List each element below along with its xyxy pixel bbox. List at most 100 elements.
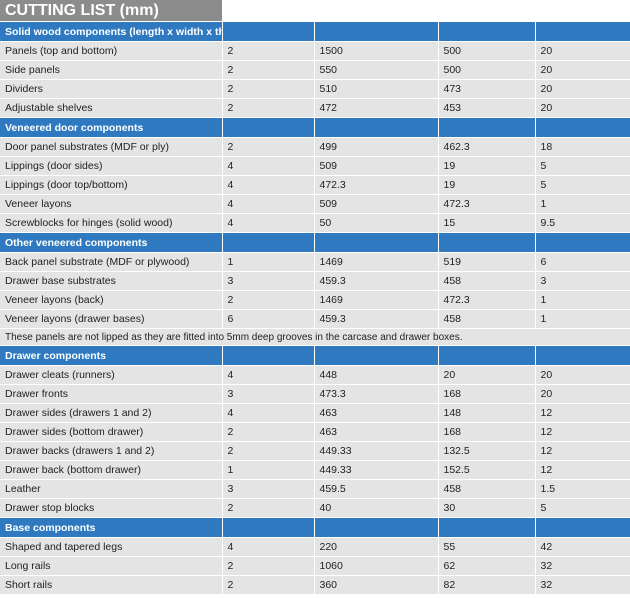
width-cell: 500 [438,60,536,80]
table-row: Panels (top and bottom) 2 1500 500 20 [0,41,630,61]
length-cell: 472 [314,98,439,118]
section-header-blank [535,117,630,138]
component-cell: Drawer base substrates [0,271,223,291]
quantity-cell: 4 [222,403,315,423]
section-header: Solid wood components (length x width x … [0,22,223,42]
component-cell: Lippings (door top/bottom) [0,175,223,195]
section-header-row: Veneered door components [0,117,630,138]
quantity-cell: 2 [222,137,315,157]
thickness-cell: 1 [535,194,630,214]
thickness-cell: 20 [535,365,630,385]
table-row: Drawer base substrates 3 459.3 458 3 [0,271,630,291]
length-cell: 40 [314,498,439,518]
width-cell: 152.5 [438,460,536,480]
thickness-cell: 20 [535,98,630,118]
width-cell: 168 [438,384,536,404]
quantity-cell: 3 [222,384,315,404]
thickness-cell: 20 [535,79,630,99]
section-header-blank [438,345,536,366]
quantity-cell: 2 [222,60,315,80]
section-header-blank [222,517,315,538]
component-cell: Door panel substrates (MDF or ply) [0,137,223,157]
thickness-cell: 1 [535,290,630,310]
section-header-blank [314,517,439,538]
component-cell: Lippings (door sides) [0,156,223,176]
quantity-cell: 4 [222,537,315,557]
quantity-cell: 2 [222,41,315,61]
component-cell: Drawer stop blocks [0,498,223,518]
section-header: Drawer components [0,345,223,366]
thickness-cell: 5 [535,498,630,518]
section-header-blank [222,232,315,253]
thickness-cell: 5 [535,175,630,195]
width-cell: 500 [438,41,536,61]
width-cell: 15 [438,213,536,233]
length-cell: 463 [314,422,439,442]
component-cell: Veneer layons (back) [0,290,223,310]
thickness-cell: 32 [535,575,630,595]
section-header-blank [535,22,630,42]
width-cell: 462.3 [438,137,536,157]
section-header-blank [438,232,536,253]
length-cell: 459.3 [314,271,439,291]
width-cell: 473 [438,79,536,99]
component-cell: Shaped and tapered legs [0,537,223,557]
note-row: These panels are not lipped as they are … [0,328,630,346]
width-cell: 458 [438,479,536,499]
table-row: Drawer back (bottom drawer) 1 449.33 152.5 1… [0,460,630,480]
length-cell: 449.33 [314,460,439,480]
width-cell: 55 [438,537,536,557]
length-cell: 1060 [314,556,439,576]
thickness-cell: 20 [535,41,630,61]
section-header-blank [535,345,630,366]
thickness-cell: 6 [535,252,630,272]
component-cell: Panels (top and bottom) [0,41,223,61]
quantity-cell: 4 [222,175,315,195]
table-row: Drawer sides (bottom drawer) 2 463 168 12 [0,422,630,442]
length-cell: 509 [314,194,439,214]
length-cell: 449.33 [314,441,439,461]
table-row: Drawer sides (drawers 1 and 2) 4 463 148 12 [0,403,630,423]
table-row: Lippings (door sides) 4 509 19 5 [0,156,630,176]
component-cell: Veneer layons (drawer bases) [0,309,223,329]
width-cell: 168 [438,422,536,442]
table-row: Leather 3 459.5 458 1.5 [0,479,630,499]
width-cell: 472.3 [438,290,536,310]
table-row: Drawer stop blocks 2 40 30 5 [0,498,630,518]
table-row: Drawer fronts 3 473.3 168 20 [0,384,630,404]
thickness-cell: 1.5 [535,479,630,499]
table-row: Dividers 2 510 473 20 [0,79,630,99]
component-cell: Dividers [0,79,223,99]
table-row: Veneer layons (drawer bases) 6 459.3 458 1 [0,309,630,329]
thickness-cell: 20 [535,60,630,80]
width-cell: 82 [438,575,536,595]
width-cell: 148 [438,403,536,423]
section-header-blank [314,345,439,366]
thickness-cell: 12 [535,403,630,423]
width-cell: 20 [438,365,536,385]
section-header-row: Base components [0,517,630,538]
section-header-blank [314,117,439,138]
table-row: Veneer layons 4 509 472.3 1 [0,194,630,214]
width-cell: 458 [438,271,536,291]
length-cell: 499 [314,137,439,157]
section-header: Veneered door components [0,117,223,138]
section-header-blank [314,232,439,253]
length-cell: 1469 [314,252,439,272]
section-header-blank [222,22,315,42]
table-row: Drawer cleats (runners) 4 448 20 20 [0,365,630,385]
section-header-row: Solid wood components (length x width x … [0,22,630,42]
thickness-cell: 42 [535,537,630,557]
section-header-blank [314,22,439,42]
component-cell: Drawer backs (drawers 1 and 2) [0,441,223,461]
table-row: Short rails 2 360 82 32 [0,575,630,595]
component-cell: Long rails [0,556,223,576]
quantity-cell: 1 [222,252,315,272]
cutting-list-body: Solid wood components (length x width x … [0,22,630,595]
component-cell: Leather [0,479,223,499]
width-cell: 19 [438,156,536,176]
thickness-cell: 32 [535,556,630,576]
quantity-cell: 4 [222,213,315,233]
width-cell: 30 [438,498,536,518]
quantity-cell: 3 [222,479,315,499]
